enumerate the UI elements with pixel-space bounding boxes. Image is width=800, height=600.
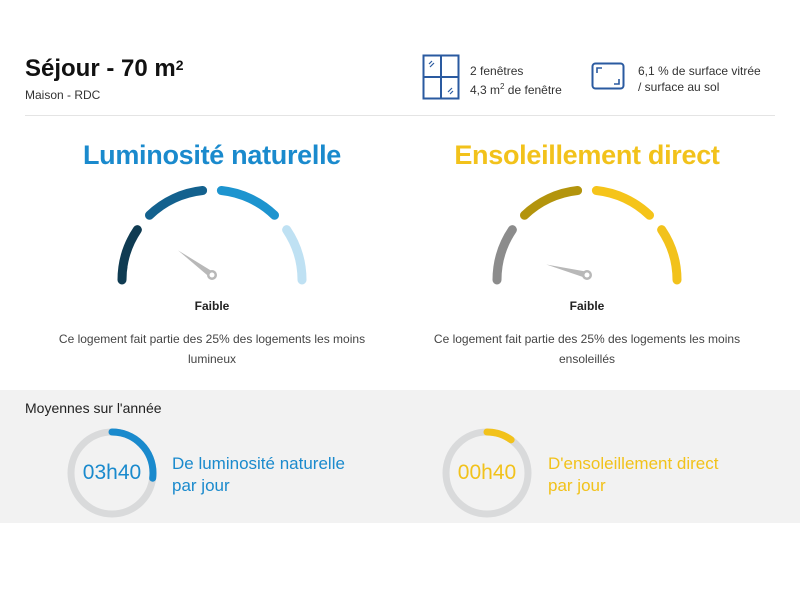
sunshine-hours: 00h40 [457,461,517,484]
luminosity-title: Luminosité naturelle [82,140,342,170]
sunshine-donut-ring [442,428,532,518]
luminosity-hours: 03h40 [82,461,142,484]
sunshine-donut: 00h40 [440,426,534,520]
luminosity-gauge-needle [178,250,214,278]
sunshine-description: Ce logement fait partie des 25% des loge… [433,332,741,366]
luminosity-panel: Luminosité naturelle Faible Ce logement … [12,130,412,380]
glazing-ratio: 6,1 % de surface vitrée [638,64,761,78]
sunshine-panel: Ensoleillement direct Faible Ce logement… [387,130,787,380]
luminosity-average-label-line1: De luminosité naturelle [172,454,345,473]
sunshine-gauge-hub-center [584,272,590,278]
room-title: Séjour - 70 m2 [25,54,184,84]
luminosity-gauge-segment-2 [144,185,208,220]
luminosity-gauge [117,185,307,285]
room-title-text: Séjour - 70 m [25,55,176,82]
luminosity-average-label: De luminosité naturelle par jour [172,453,345,497]
glazing-info: 6,1 % de surface vitrée / surface au sol [638,63,761,95]
window-area-suffix: de fenêtre [504,83,562,97]
sunshine-gauge-segment-2 [519,185,583,220]
sunshine-gauge-needle [546,264,588,279]
glazing-ratio-unit: / surface au sol [638,80,720,94]
room-title-exponent: 2 [175,57,184,73]
header-divider [25,115,775,116]
window-area: 4,3 m2 de fenêtre [470,79,562,98]
sunshine-donut-progress [442,428,532,518]
window-icon [422,54,460,100]
window-area-exponent: 2 [500,82,505,91]
luminosity-donut-progress [67,428,157,518]
yearly-averages: Moyennes sur l'année 03h40 De luminosité… [0,390,800,523]
window-info: 2 fenêtres 4,3 m2 de fenêtre [470,63,562,98]
luminosity-gauge-segment-1 [117,225,142,285]
window-area-value: 4,3 m [470,83,501,97]
luminosity-gauge-segment-4 [282,225,307,285]
luminosity-gauge-segment-3 [216,185,280,220]
room-subtitle: Maison - RDC [25,88,101,102]
luminosity-donut: 03h40 [65,426,159,520]
luminosity-description: Ce logement fait partie des 25% des loge… [58,332,366,366]
luminosity-gauge-hub-center [209,272,215,278]
sunshine-average-label: D'ensoleillement direct par jour [548,453,719,497]
room-header: Séjour - 70 m2 Maison - RDC 2 fenêtres 4… [0,0,800,116]
sunshine-gauge-segment-1 [492,225,517,285]
averages-title: Moyennes sur l'année [25,400,162,416]
sunshine-gauge [492,185,682,285]
luminosity-level: Faible [194,299,230,313]
window-count: 2 fenêtres [470,64,524,78]
sunshine-gauge-segment-3 [591,185,655,220]
luminosity-average-label-line2: par jour [172,476,230,495]
sunshine-level: Faible [569,299,605,313]
luminosity-donut-ring [67,428,157,518]
sunshine-average-label-line2: par jour [548,476,606,495]
glazing-ratio-icon [591,62,625,90]
sunshine-title: Ensoleillement direct [454,140,720,170]
sunshine-average-label-line1: D'ensoleillement direct [548,454,719,473]
sunshine-gauge-segment-4 [657,225,682,285]
